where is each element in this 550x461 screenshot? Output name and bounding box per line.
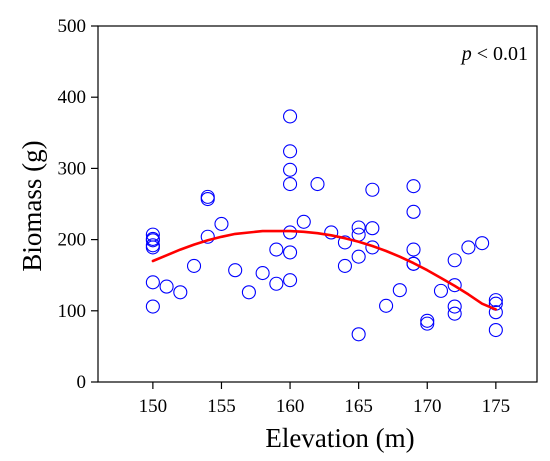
data-point xyxy=(420,313,435,328)
data-point xyxy=(269,276,284,291)
data-point xyxy=(351,227,366,242)
plot-border xyxy=(97,25,538,383)
data-point xyxy=(351,327,366,342)
fit-curve-group xyxy=(151,229,498,311)
x-tick-label: 165 xyxy=(344,396,373,417)
data-point xyxy=(337,235,352,250)
data-point xyxy=(296,214,311,229)
data-point xyxy=(145,231,160,246)
y-axis: 0 100 200 300 400 500 xyxy=(58,16,98,393)
x-tick-label: 175 xyxy=(482,396,511,417)
data-point xyxy=(488,293,503,308)
data-point xyxy=(214,216,229,231)
data-point xyxy=(283,162,298,177)
x-axis: 150 155 160 165 170 175 xyxy=(139,382,510,417)
y-axis-title: Biomass (g) xyxy=(17,140,47,271)
x-tick-label: 150 xyxy=(139,396,168,417)
y-tick-label: 400 xyxy=(58,87,87,108)
data-point xyxy=(283,177,298,192)
x-tick-label: 155 xyxy=(207,396,236,417)
data-point xyxy=(365,221,380,236)
y-tick-label: 500 xyxy=(58,16,87,37)
data-point xyxy=(283,144,298,159)
data-point xyxy=(145,299,160,314)
data-point xyxy=(488,305,503,320)
data-point xyxy=(406,204,421,219)
plot-frame xyxy=(97,25,538,383)
data-point xyxy=(433,283,449,298)
data-point xyxy=(255,266,270,281)
data-point xyxy=(475,236,490,251)
p-value-annotation: p < 0.01 xyxy=(460,43,528,65)
data-point xyxy=(447,306,462,321)
data-point xyxy=(365,182,380,197)
data-point xyxy=(337,258,352,273)
data-point xyxy=(283,109,298,124)
x-tick-label: 160 xyxy=(276,396,305,417)
data-point xyxy=(200,191,215,207)
data-point xyxy=(447,253,462,268)
y-tick-label: 300 xyxy=(58,158,87,179)
data-point xyxy=(351,249,366,264)
data-point xyxy=(186,258,202,273)
data-point xyxy=(200,229,215,244)
p-value-italic: p xyxy=(460,43,472,65)
data-point xyxy=(447,278,462,293)
y-tick-label: 0 xyxy=(77,372,87,393)
data-point xyxy=(488,322,503,338)
data-point xyxy=(420,316,435,331)
data-point xyxy=(173,285,188,300)
data-point xyxy=(392,283,407,298)
x-tick-label: 170 xyxy=(413,396,442,417)
data-point xyxy=(283,273,298,288)
data-point xyxy=(228,263,243,278)
data-point xyxy=(447,299,462,314)
data-point xyxy=(379,298,394,313)
data-point xyxy=(145,240,160,255)
data-point xyxy=(310,177,325,192)
x-axis-title: Elevation (m) xyxy=(265,423,414,453)
data-points xyxy=(145,109,503,342)
data-point xyxy=(159,279,174,294)
data-point xyxy=(406,256,421,271)
data-point xyxy=(406,242,421,257)
y-tick-label: 100 xyxy=(58,301,87,322)
fit-curve xyxy=(151,229,498,311)
data-point xyxy=(324,225,339,240)
data-point xyxy=(351,220,366,235)
data-point xyxy=(461,240,476,255)
y-tick-label: 200 xyxy=(58,230,87,251)
data-point xyxy=(283,245,298,260)
p-value-rest: < 0.01 xyxy=(472,43,528,65)
data-point xyxy=(241,285,256,300)
data-point xyxy=(145,275,160,290)
data-point xyxy=(269,242,284,257)
data-point xyxy=(406,179,421,194)
